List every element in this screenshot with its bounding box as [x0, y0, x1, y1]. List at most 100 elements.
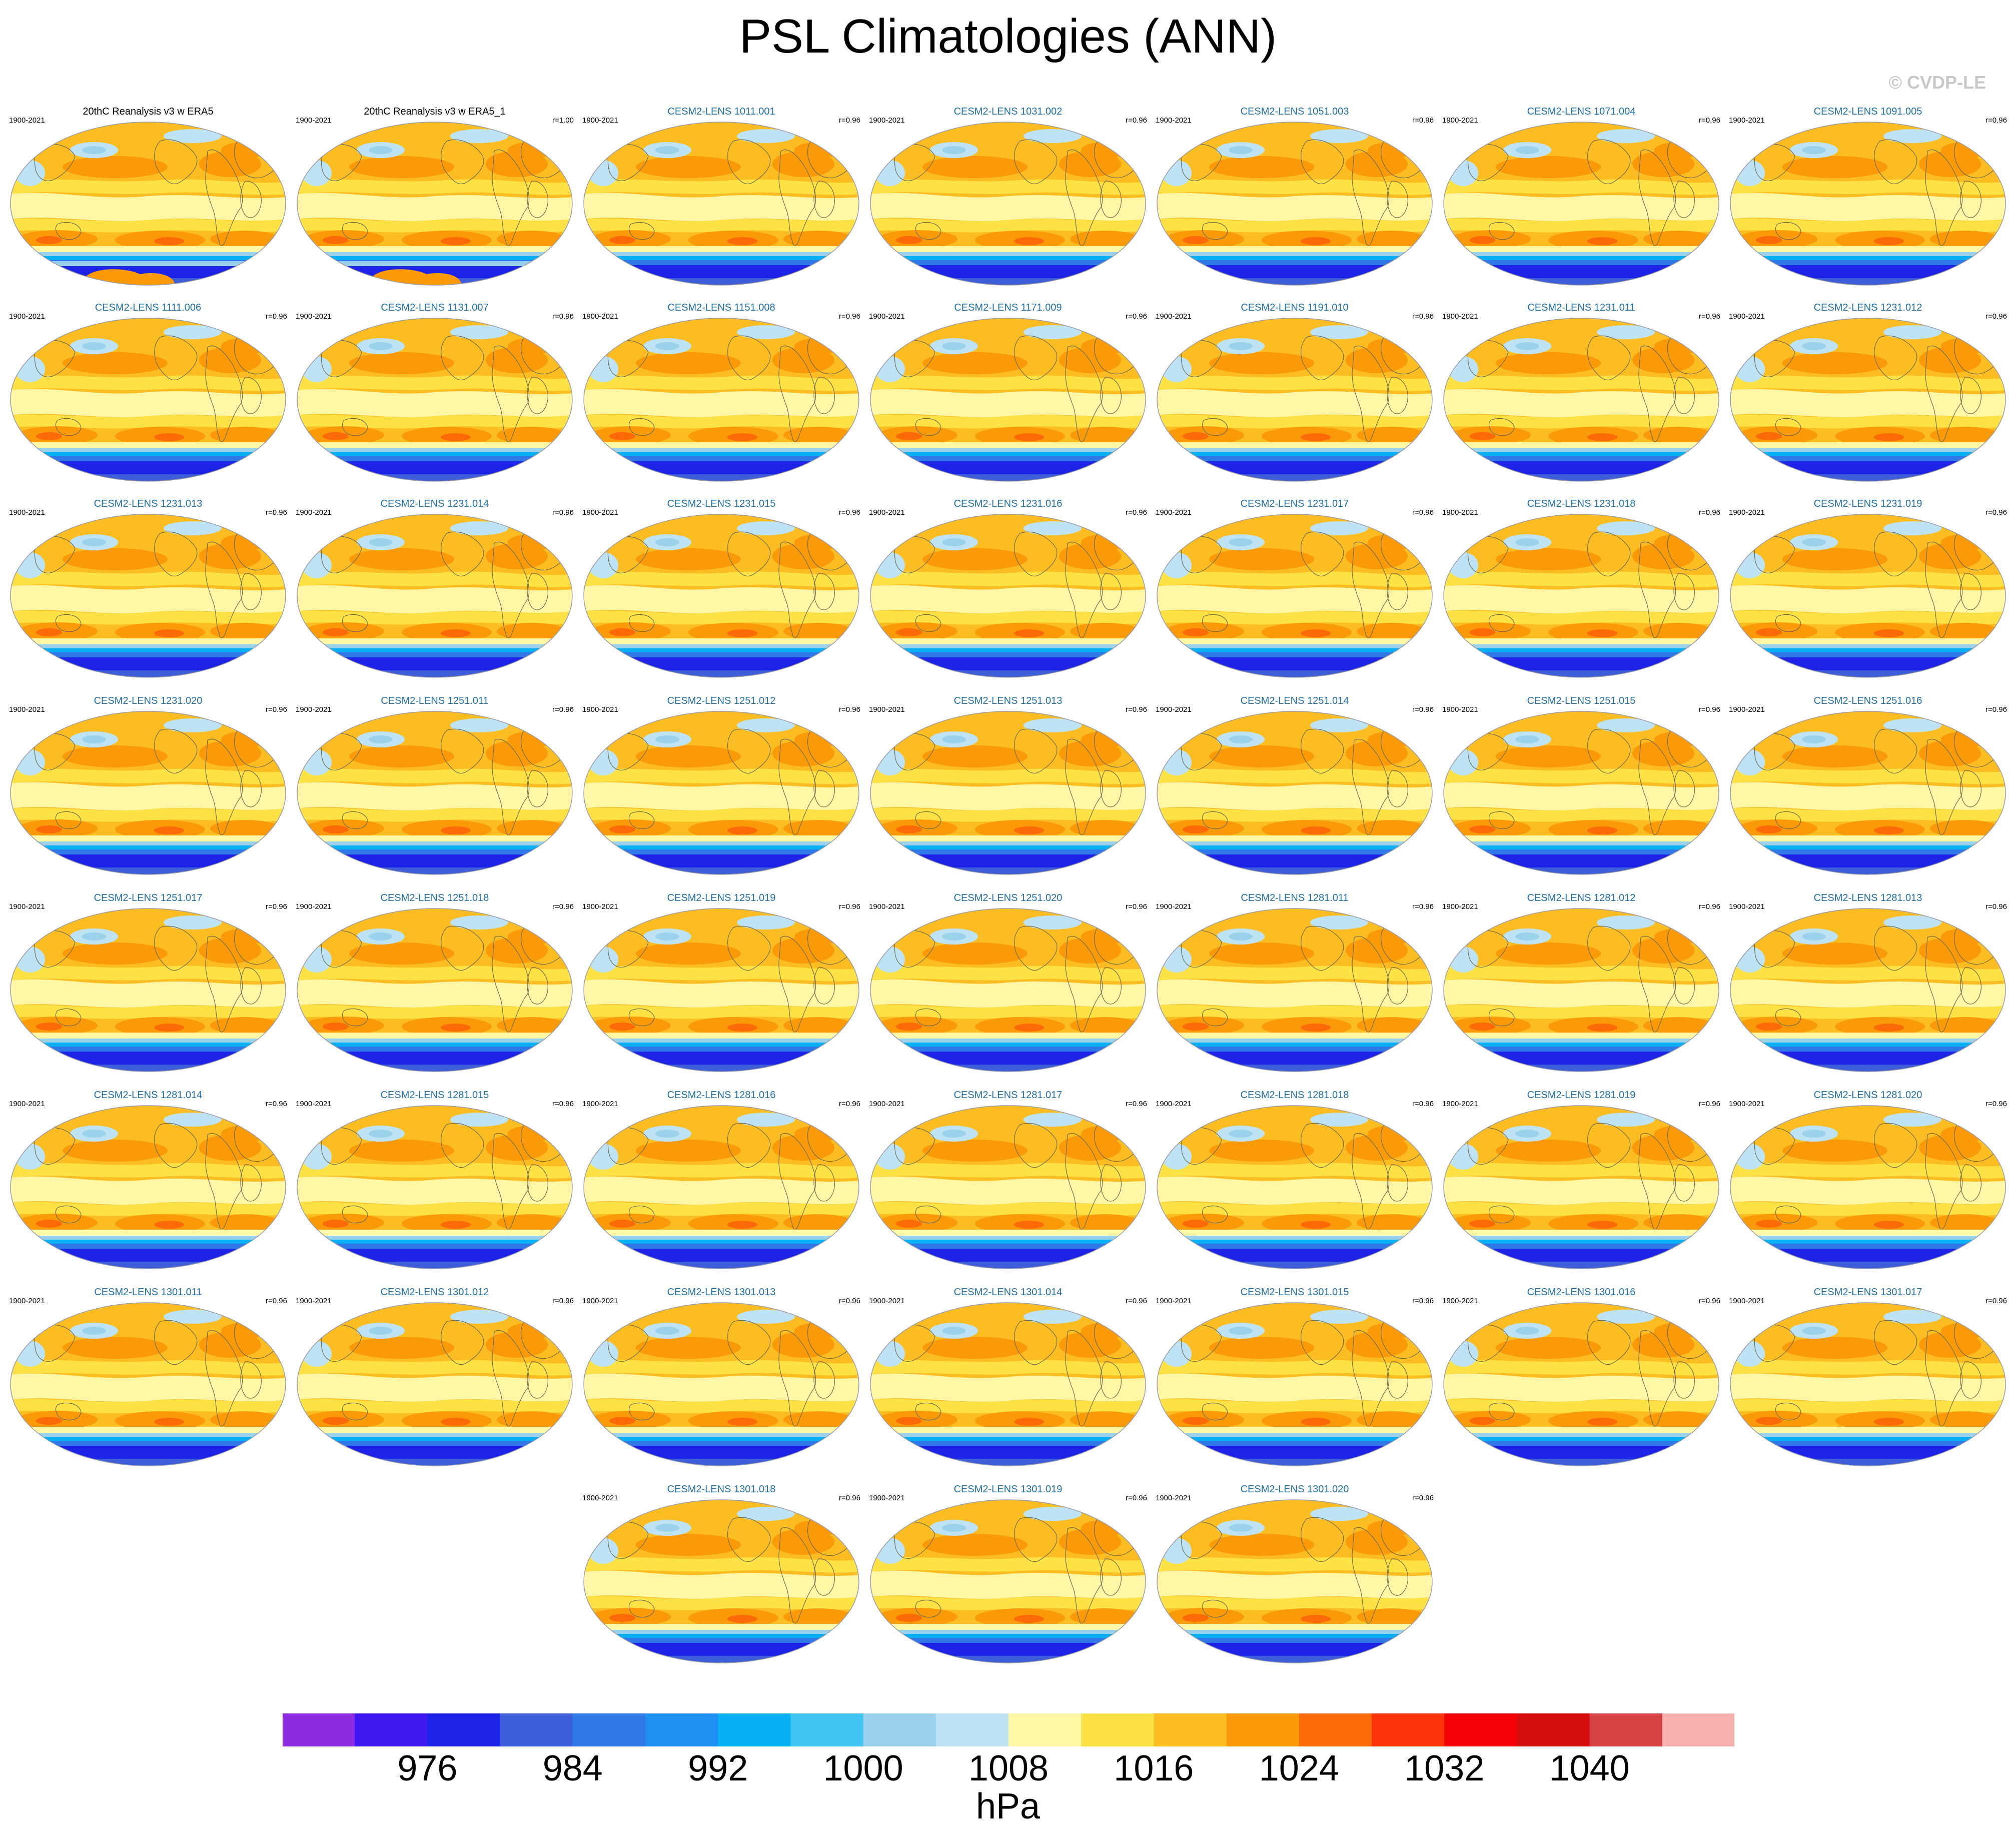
panel-period-label: 1900-2021: [869, 1494, 905, 1502]
low-aleutian-core: [1515, 1327, 1539, 1335]
low-icelandic: [450, 718, 508, 732]
low-icelandic: [1310, 718, 1368, 732]
field-southern-yellow: [584, 1624, 859, 1630]
panel-correlation-label: r=0.96: [1985, 1297, 2007, 1305]
high-siberian: [1368, 731, 1416, 747]
high-north-pacific: [349, 1140, 454, 1162]
low-asian-monsoon: [875, 947, 905, 973]
coastline-3: [240, 573, 262, 610]
field-southern-988: [1444, 1244, 1719, 1249]
low-icelandic: [737, 521, 795, 535]
coastline-1: [154, 531, 198, 577]
high-north-pacific: [1782, 745, 1887, 767]
coastline-0: [205, 345, 243, 442]
panel-correlation-label: r=0.96: [1412, 1297, 1434, 1305]
panel-period-label: 1900-2021: [582, 705, 618, 714]
high-south-indian-core: [1469, 1023, 1495, 1031]
coastline-4: [607, 1324, 649, 1362]
high-south-pacific-core: [727, 237, 757, 245]
panel-title: CESM2-LENS 1231.012: [1813, 302, 1922, 313]
panel-title: CESM2-LENS 1231.020: [94, 695, 203, 706]
coastline-0: [1352, 1133, 1390, 1230]
field-southern-yellow: [584, 1033, 859, 1039]
map-border: [583, 908, 859, 1072]
coastline-3: [1387, 967, 1408, 1005]
map-panel: CESM2-LENS 1111.006 1900-2021 r=0.96: [5, 302, 291, 487]
field-tropical-band-north: [11, 1360, 286, 1376]
high-north-pacific: [922, 1140, 1028, 1162]
coastline-1: [441, 335, 484, 381]
high-north-pacific: [349, 943, 454, 965]
panel-title: CESM2-LENS 1301.018: [667, 1484, 776, 1495]
field-tropical-band-south: [1730, 610, 2005, 625]
colorbar: [282, 1713, 1735, 1747]
field-equatorial-trough: [584, 389, 859, 417]
low-icelandic: [1597, 718, 1655, 732]
high-south-pacific-core: [1014, 826, 1044, 834]
field-southern-996: [584, 1634, 859, 1638]
coastline-5: [915, 614, 941, 632]
field-southern-yellow: [1157, 442, 1432, 448]
map-border: [297, 318, 573, 482]
field-southern-988: [297, 652, 572, 657]
field-equatorial-trough: [1444, 1176, 1719, 1205]
field-southern-1004: [11, 252, 286, 256]
high-south-indian-core: [609, 1023, 635, 1031]
coastline-1: [441, 926, 484, 971]
high-siberian: [1081, 929, 1129, 945]
map-panel: CESM2-LENS 1281.015 1900-2021 r=0.96: [292, 1090, 578, 1275]
panel-period-label: 1900-2021: [1442, 1100, 1478, 1108]
field-southern-996: [870, 845, 1146, 849]
field-southern-yellow: [11, 1033, 286, 1039]
coastline-5: [1489, 1008, 1515, 1027]
coastline-1: [1301, 728, 1344, 774]
low-asian-monsoon: [1735, 160, 1765, 186]
map-panel: CESM2-LENS 1231.018 1900-2021 r=0.96: [1438, 498, 1724, 683]
panel-period-label: 1900-2021: [869, 312, 905, 321]
coastline-4: [1467, 536, 1509, 573]
field-southern-1004: [1444, 252, 1719, 256]
field-equatorial-trough: [11, 1373, 286, 1402]
high-south-pacific-core: [1587, 237, 1617, 245]
high-south-pacific-core: [1874, 1024, 1904, 1032]
low-asian-monsoon: [875, 1144, 905, 1170]
colorbar-swatch: [500, 1713, 573, 1747]
field-tropical-band-north: [870, 571, 1146, 587]
coastline-5: [629, 811, 655, 829]
low-asian-monsoon: [1162, 1538, 1192, 1564]
panel-correlation-label: r=0.96: [1699, 312, 1720, 321]
field-southern-996: [870, 1240, 1146, 1244]
coastline-3: [240, 377, 262, 414]
field-southern-996: [1157, 1634, 1432, 1638]
high-south-pacific-core: [1301, 629, 1331, 637]
field-southern-yellow: [1157, 1427, 1432, 1433]
low-aleutian-core: [655, 342, 679, 350]
coastline-4: [1181, 340, 1222, 377]
panel-period-label: 1900-2021: [1729, 902, 1765, 911]
field-southern-980: [584, 1052, 859, 1065]
coastline-0: [1065, 149, 1103, 246]
coastline-5: [342, 1205, 368, 1224]
high-north-pacific: [63, 352, 168, 374]
field-tropical-band-north: [1730, 1163, 2005, 1179]
high-north-pacific: [63, 1140, 168, 1162]
field-equatorial-trough: [1157, 979, 1432, 1008]
field-tropical-band-south: [870, 807, 1146, 822]
coastline-4: [34, 930, 76, 968]
panel-correlation-label: r=0.96: [552, 705, 574, 714]
field-southern-980: [11, 1446, 286, 1459]
low-asian-monsoon: [588, 1144, 618, 1170]
coastline-3: [1960, 1361, 1981, 1399]
map-border: [1443, 1302, 1719, 1466]
coastline-5: [56, 811, 82, 829]
map-panel: CESM2-LENS 1301.012 1900-2021 r=0.96: [292, 1287, 578, 1472]
field-equatorial-trough: [1730, 193, 2005, 221]
field-southern-1004: [1444, 1433, 1719, 1437]
coastline-1: [1301, 335, 1344, 381]
field-southern-1004-obs: [11, 261, 286, 266]
low-asian-monsoon: [1162, 749, 1192, 775]
coastline-0: [1352, 936, 1390, 1033]
coastline-3: [813, 181, 835, 218]
map-panel: CESM2-LENS 1131.007 1900-2021 r=0.96: [292, 302, 578, 487]
field-equatorial-trough: [11, 782, 286, 810]
